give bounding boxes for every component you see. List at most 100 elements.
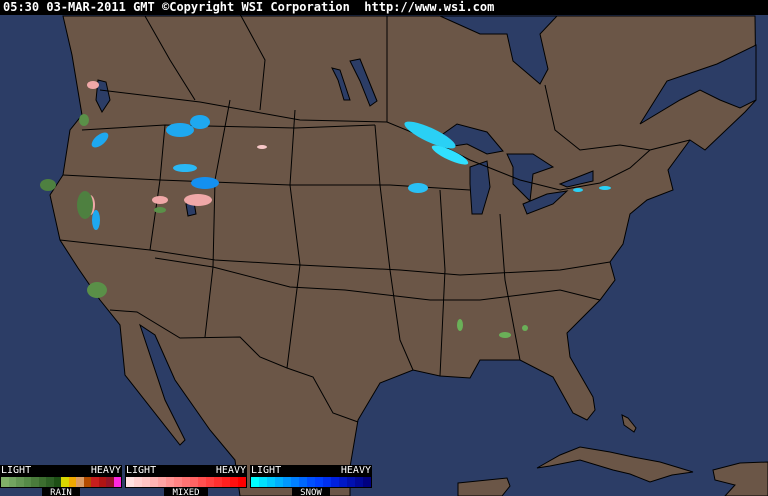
legend-swatch [251, 477, 259, 487]
legend-swatch [106, 477, 114, 487]
legend-swatch [166, 477, 174, 487]
date-label: 03-MAR-2011 [46, 0, 126, 14]
snow-echo [166, 123, 194, 137]
legend-swatch [76, 477, 84, 487]
state-line [374, 124, 414, 371]
state-line [149, 124, 166, 251]
timezone-label: GMT [133, 0, 155, 14]
legend-swatch [38, 477, 46, 487]
rain-echo [87, 282, 107, 298]
rain-echo [457, 319, 463, 331]
legend-swatch [307, 477, 315, 487]
lake-winnipeg [349, 58, 378, 107]
legend-swatch [238, 477, 246, 487]
legend-swatch [198, 477, 206, 487]
mixed-echo [257, 145, 267, 149]
water-bodies [95, 15, 757, 217]
puget-sound [95, 79, 111, 113]
rain-color-scale [0, 476, 122, 488]
borders [59, 13, 691, 423]
legend-swatch [299, 477, 307, 487]
legend-swatch [8, 477, 16, 487]
cuba-land [536, 446, 694, 483]
legend-swatch [323, 477, 331, 487]
lake-winnipegosis [331, 67, 351, 101]
legend-swatch [91, 477, 99, 487]
legend-swatch [174, 477, 182, 487]
mixed-echo [152, 196, 168, 204]
legend-rain: LIGHT HEAVY RAIN [0, 465, 122, 496]
gulf-of-st-lawrence [639, 44, 757, 125]
legend-swatch [347, 477, 355, 487]
snow-echo [190, 115, 210, 129]
mixed-echo [87, 81, 99, 89]
legend-swatch [339, 477, 347, 487]
legend-swatch [1, 477, 9, 487]
time-label: 05:30 [3, 0, 40, 14]
state-line [544, 84, 651, 151]
legend-heavy-label: HEAVY [215, 465, 246, 476]
legend-swatch [259, 477, 267, 487]
legend-swatch [113, 477, 121, 487]
legend-swatch [331, 477, 339, 487]
legend-swatch [190, 477, 198, 487]
bahamas-land [621, 414, 637, 433]
mixed-echo [184, 194, 212, 206]
legend-title: RAIN [42, 488, 80, 496]
legend-title: SNOW [292, 488, 330, 496]
legend-swatch [230, 477, 238, 487]
legend-swatch [83, 477, 91, 487]
snow-echo [431, 145, 469, 165]
legend-swatch [126, 477, 134, 487]
us-canada-border [99, 89, 691, 191]
timestamp-banner: 05:30 03-MAR-2011 GMT ©Copyright WSI Cor… [0, 0, 768, 15]
rain-echo [79, 114, 89, 126]
rain-echo [154, 207, 166, 213]
snow-color-scale [250, 476, 372, 488]
legend-swatch [363, 477, 371, 487]
lake-erie [522, 190, 569, 215]
snow-echo [91, 132, 109, 148]
snow-echo [408, 183, 428, 193]
legend-swatch [31, 477, 39, 487]
legend-mixed: LIGHT HEAVY MIXED [125, 465, 247, 496]
snow-echo [404, 121, 456, 149]
snow-echo [191, 177, 219, 189]
us-mexico-border [109, 309, 359, 423]
legend-snow: LIGHT HEAVY SNOW [250, 465, 372, 496]
legend-heavy-label: HEAVY [340, 465, 371, 476]
legend-title: MIXED [164, 488, 208, 496]
state-line [59, 239, 611, 276]
legend-swatch [16, 477, 24, 487]
legend-swatch [283, 477, 291, 487]
legend-heavy-label: HEAVY [90, 465, 121, 476]
legend-swatch [23, 477, 31, 487]
state-line [81, 124, 376, 131]
state-line [239, 13, 266, 111]
rain-echo [522, 325, 528, 331]
legend-swatch [222, 477, 230, 487]
legend-light-label: LIGHT [251, 465, 282, 476]
james-bay [439, 15, 559, 85]
yucatan-land [457, 477, 511, 496]
state-line [439, 189, 446, 377]
legend-swatch [158, 477, 166, 487]
legend-swatch [206, 477, 214, 487]
lake-ontario [558, 170, 594, 188]
rain-echo [499, 332, 511, 338]
legend-swatch [53, 477, 61, 487]
state-line [204, 99, 231, 338]
state-line [144, 15, 196, 101]
hispaniola-land [712, 461, 768, 496]
state-line [286, 109, 301, 369]
legend-swatch [214, 477, 222, 487]
legend-swatch [355, 477, 363, 487]
legend-light-label: LIGHT [1, 465, 32, 476]
snow-echo [599, 186, 611, 190]
rain-echo [40, 179, 56, 191]
legend-swatch [150, 477, 158, 487]
legend-swatch [134, 477, 142, 487]
legend-swatch [182, 477, 190, 487]
state-line [154, 257, 601, 301]
